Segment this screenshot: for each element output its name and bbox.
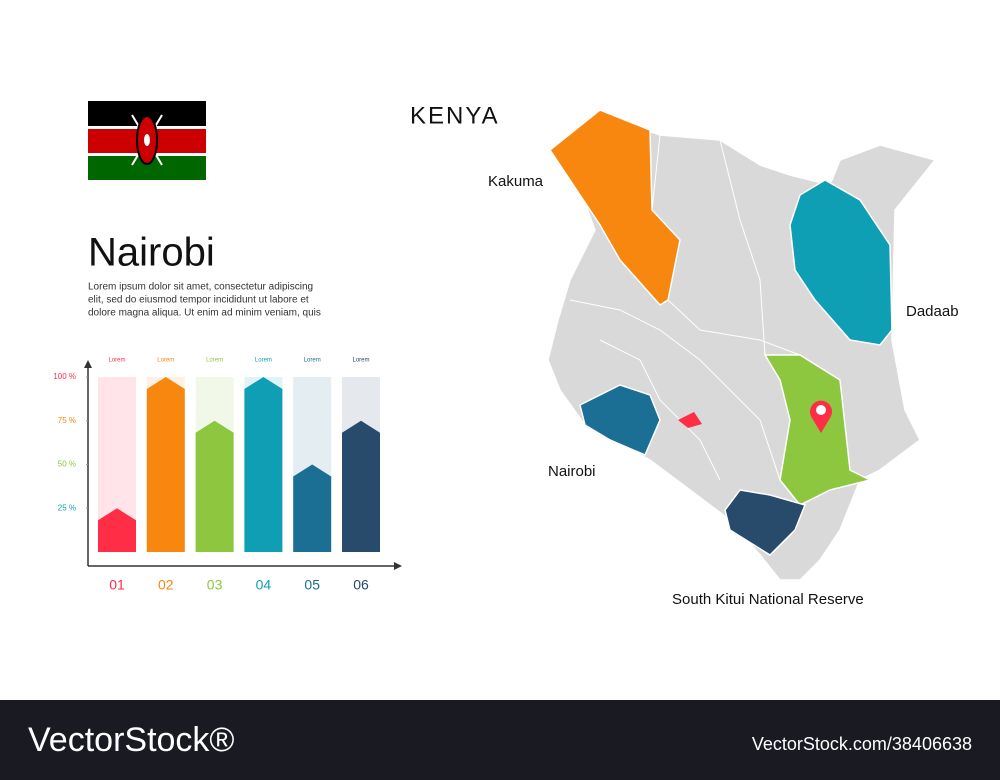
description-line: Lorem ipsum dolor sit amet, consectetur … xyxy=(88,282,313,293)
x-tick-label: 04 xyxy=(256,577,272,593)
map-label: Dadaab xyxy=(906,303,959,320)
description-line: elit, sed do eiusmod tempor incididunt u… xyxy=(88,295,309,306)
bar xyxy=(293,464,332,552)
x-tick-label: 06 xyxy=(353,577,369,593)
kenya-map xyxy=(546,109,937,581)
map-label: South Kitui National Reserve xyxy=(672,591,864,608)
footer xyxy=(0,700,1000,780)
y-tick-label: 50 % xyxy=(58,460,76,469)
bar xyxy=(98,508,136,552)
bar-chart: 25 % 50 % 75 % 100 % Lorem 01 Lorem 02 Lorem 03 Lo… xyxy=(53,358,380,593)
bar xyxy=(146,377,185,552)
x-tick-label: 02 xyxy=(158,577,174,593)
bar xyxy=(342,420,380,552)
footer-url: VectorStock.com/38406638 xyxy=(752,734,972,754)
bar xyxy=(195,420,234,552)
footer-brand: VectorStock® xyxy=(28,721,234,759)
bar-label: Lorem xyxy=(108,358,125,364)
bar-label: Lorem xyxy=(255,358,272,364)
bar-label: Lorem xyxy=(352,358,369,364)
bar-label: Lorem xyxy=(157,358,174,364)
map-title: KENYA xyxy=(410,102,500,129)
y-tick-label: 100 % xyxy=(53,372,76,381)
title: Nairobi xyxy=(88,231,215,275)
y-tick-label: 25 % xyxy=(58,503,76,512)
description-line: dolore magna aliqua. Ut enim ad minim ve… xyxy=(88,308,321,319)
bar-label: Lorem xyxy=(206,358,223,364)
y-tick-label: 75 % xyxy=(58,416,76,425)
map-label: Kakuma xyxy=(488,173,544,190)
chart-axes xyxy=(84,360,402,570)
bar xyxy=(244,377,283,552)
x-tick-label: 05 xyxy=(304,577,320,593)
kenya-flag xyxy=(88,101,206,180)
bar-label: Lorem xyxy=(304,358,321,364)
x-tick-label: 01 xyxy=(109,577,125,593)
x-tick-label: 03 xyxy=(207,577,223,593)
map-label: Nairobi xyxy=(548,463,596,480)
